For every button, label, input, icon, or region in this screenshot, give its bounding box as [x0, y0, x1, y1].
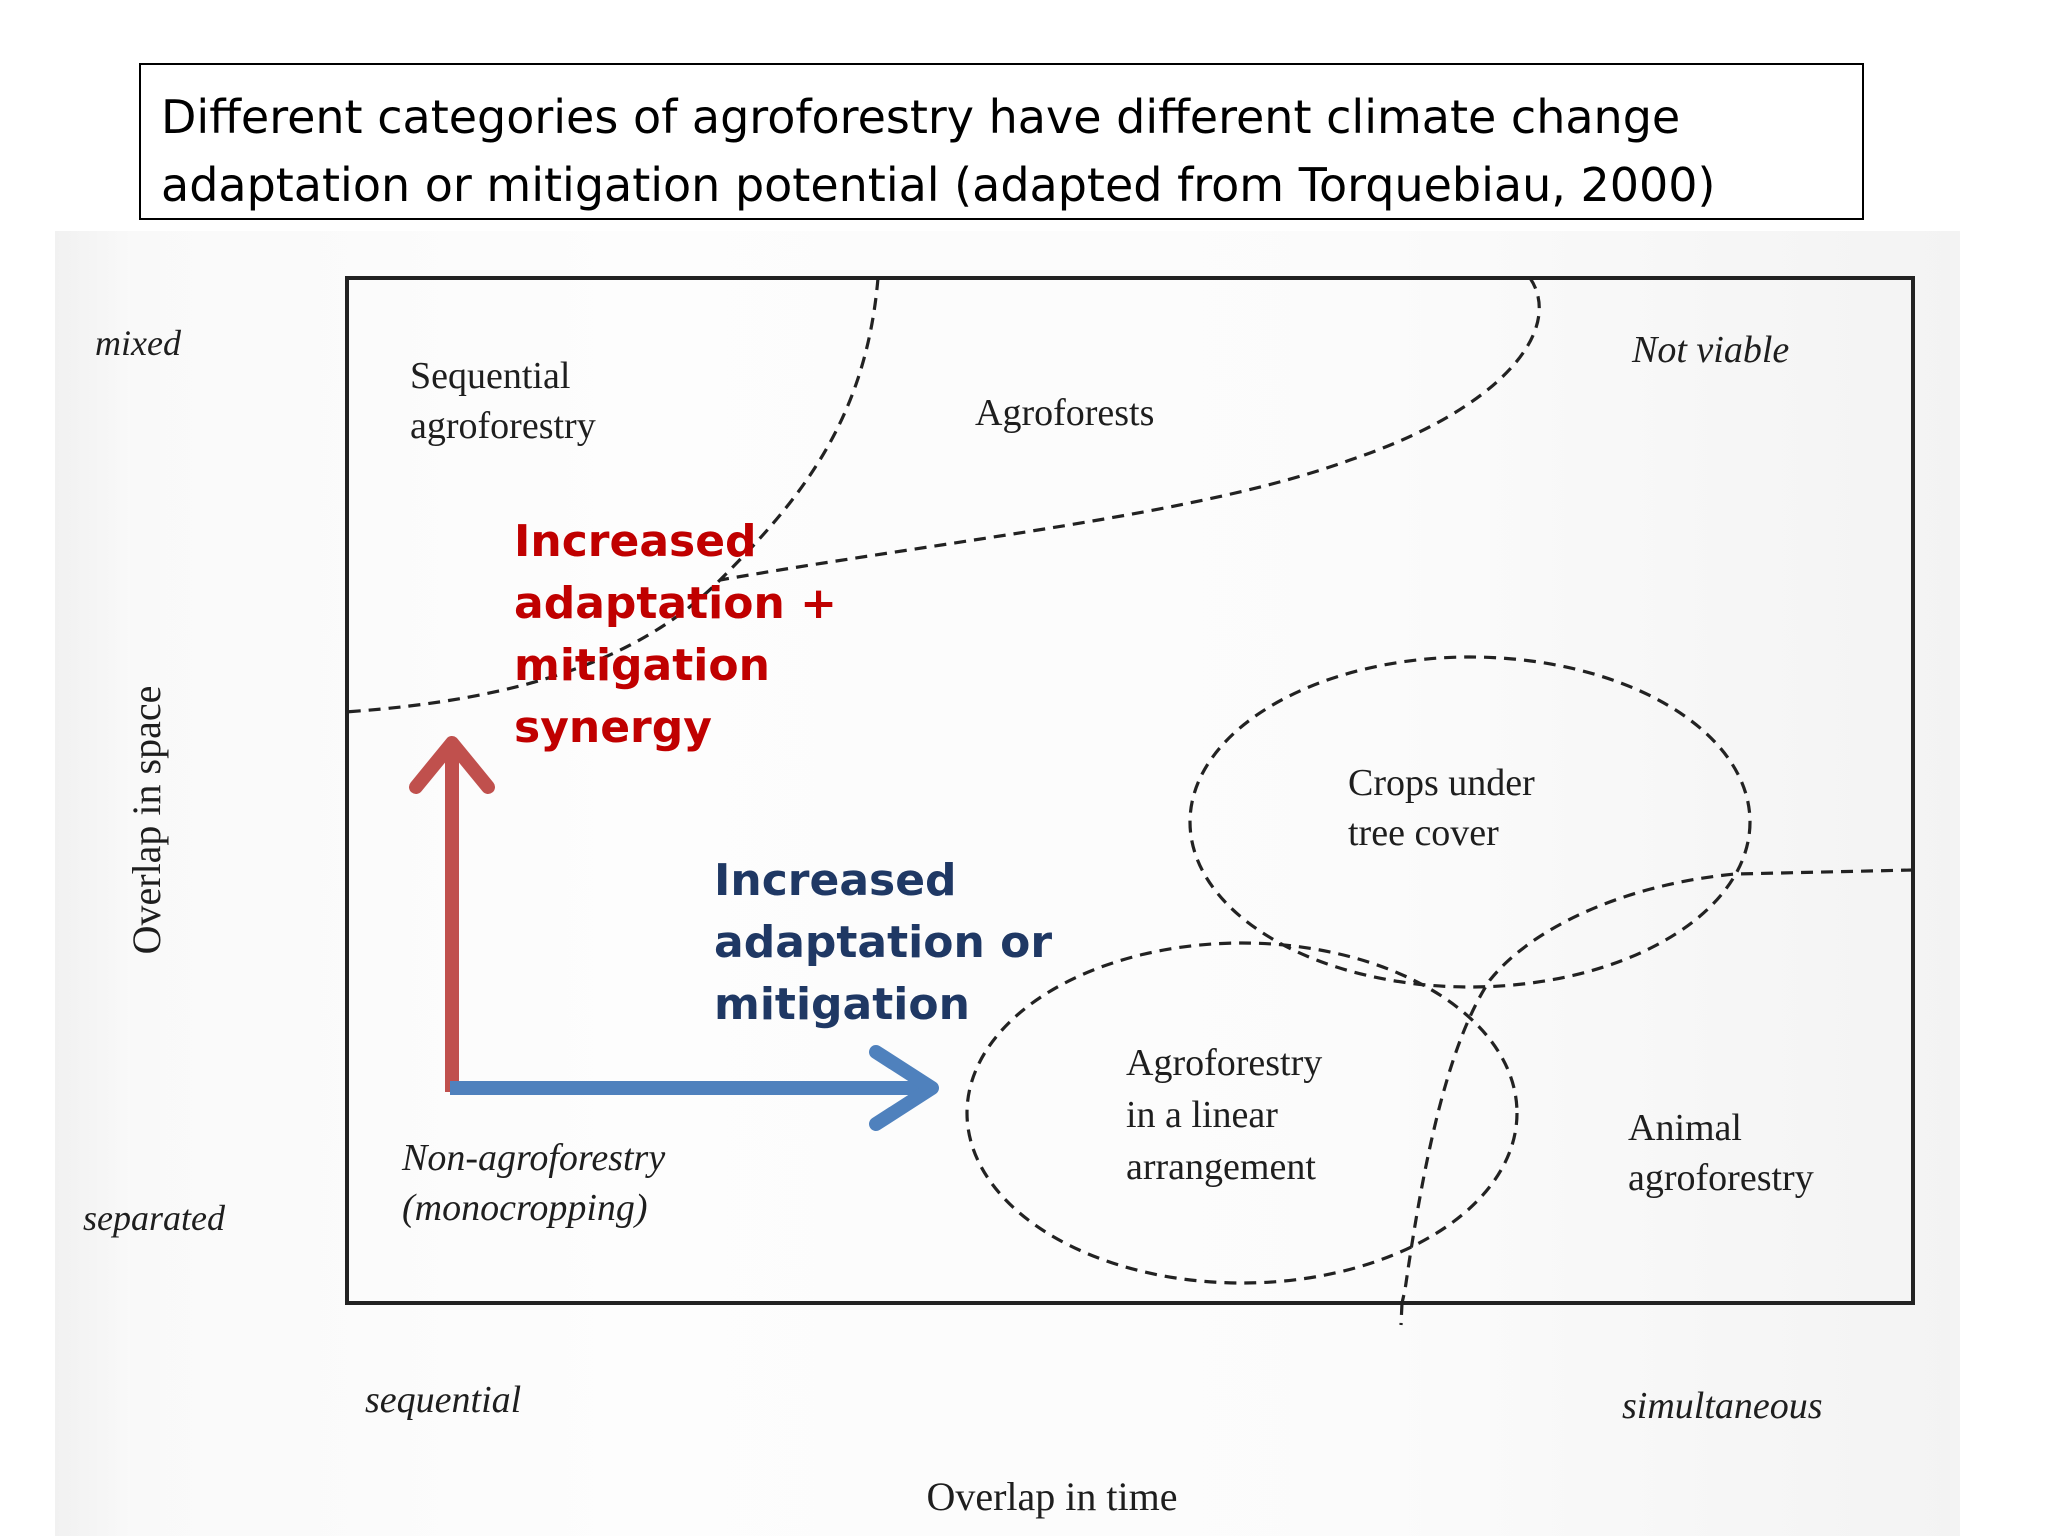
diagram-frame: [345, 276, 1915, 1305]
agroforests-label: Agroforests: [975, 392, 1154, 434]
crops-under-tree-cover-boundary: [1188, 655, 1752, 989]
sequential-agroforestry-boundary: [344, 277, 880, 714]
scanned-figure-background: [55, 231, 1960, 1536]
crops-under-tree-cover-label: Crops under tree cover: [1348, 762, 1544, 854]
not-viable-label: Not viable: [1631, 329, 1789, 371]
agroforests-boundary: [719, 277, 1541, 582]
caption-line-2: adaptation or mitigation potential (adap…: [161, 158, 1716, 212]
red-synergy-arrow: [409, 736, 495, 1092]
blue-adaptation-arrow: [450, 1045, 939, 1131]
x-left-label: sequential: [365, 1379, 521, 1421]
red-arrow-label: Increased adaptation + mitigation synerg…: [514, 516, 852, 753]
y-top-label: mixed: [95, 323, 182, 363]
y-axis-label: Overlap in space: [124, 686, 169, 955]
x-axis-label: Overlap in time: [926, 1474, 1177, 1519]
non-agroforestry-label: Non-agroforestry (monocropping): [401, 1137, 675, 1229]
caption-line-1: Different categories of agroforestry hav…: [161, 90, 1681, 144]
x-right-label: simultaneous: [1622, 1385, 1823, 1427]
blue-arrow-label: Increased adaptation or mitigation: [714, 855, 1067, 1030]
boundary-tail: [1399, 1302, 1404, 1326]
linear-arrangement-boundary: [965, 941, 1519, 1285]
animal-agroforestry-boundary: [1400, 868, 1914, 1304]
linear-arrangement-label: Agroforestry in a linear arrangement: [1126, 1042, 1332, 1188]
animal-agroforestry-label: Animal agroforestry: [1628, 1107, 1814, 1199]
caption-box: Different categories of agroforestry hav…: [139, 63, 1864, 220]
y-bottom-label: separated: [83, 1198, 226, 1238]
sequential-agroforestry-label: Sequential agroforestry: [410, 355, 596, 447]
